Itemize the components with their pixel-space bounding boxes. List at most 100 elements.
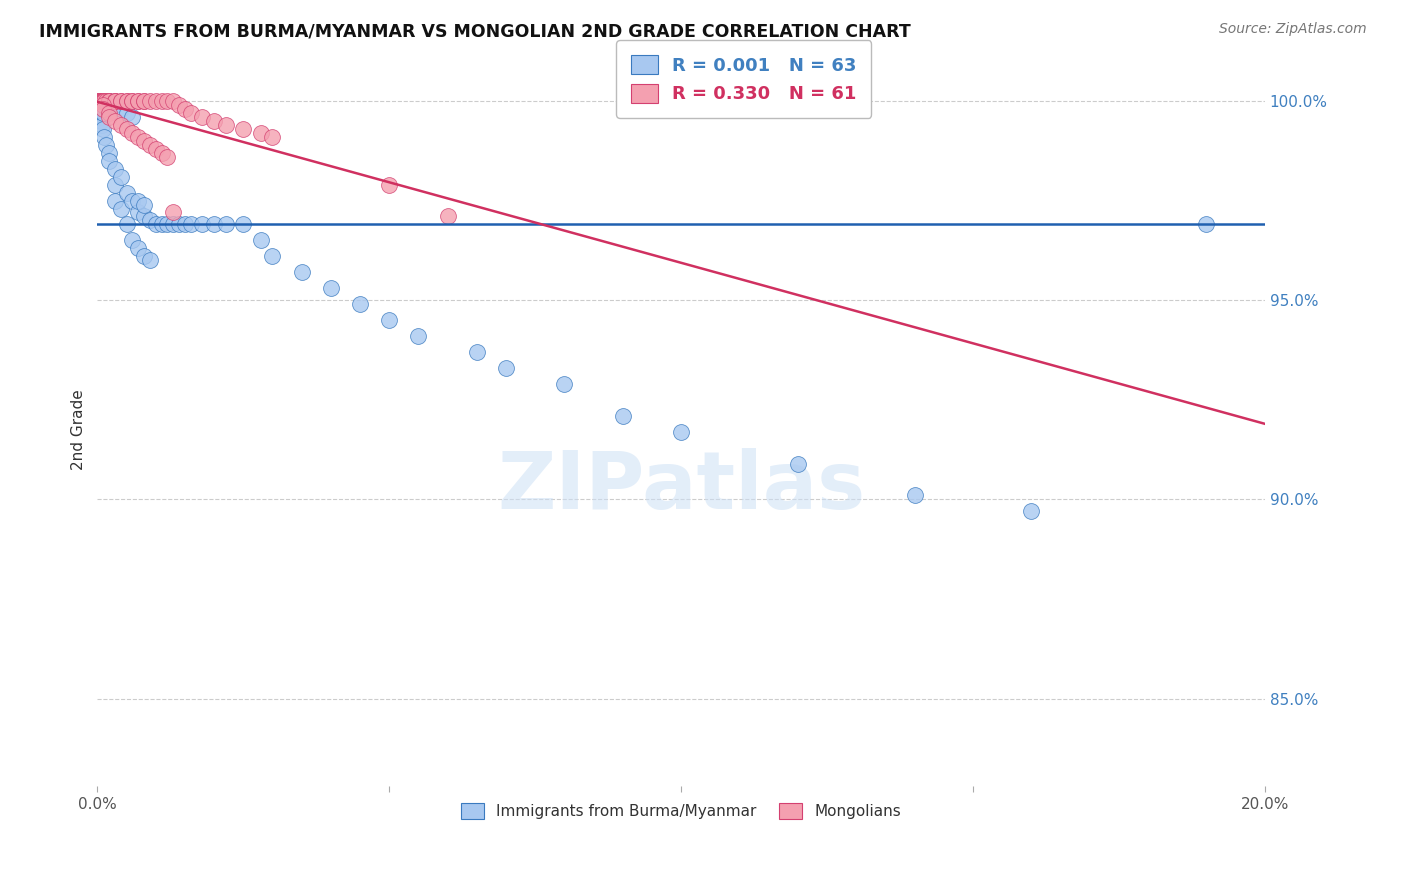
Point [378,178,401,192]
Point [104,94,127,108]
Point [91,94,114,108]
Point [127,94,149,108]
Point [115,94,138,108]
Point [115,121,138,136]
Point [110,94,132,108]
Point [127,205,149,219]
Text: Source: ZipAtlas.com: Source: ZipAtlas.com [1219,22,1367,37]
Point [110,169,132,184]
Point [98,94,121,108]
Point [215,118,238,132]
Point [156,218,179,232]
Point [93,129,115,144]
Point [139,94,162,108]
Point [132,249,155,263]
Point [132,94,155,108]
Point [132,197,155,211]
Point [262,249,284,263]
Point [91,121,114,136]
Point [145,218,167,232]
Point [115,106,138,120]
Point [191,218,214,232]
Point [378,313,401,327]
Point [132,94,155,108]
Point [349,297,371,311]
Point [156,94,179,108]
Point [98,98,121,112]
Point [132,134,155,148]
Point [174,102,197,116]
Point [98,145,121,160]
Point [127,94,149,108]
Point [232,218,254,232]
Point [167,98,190,112]
Point [319,281,342,295]
Point [87,94,110,108]
Point [139,137,162,152]
Point [91,118,114,132]
Point [121,94,143,108]
Point [104,161,127,176]
Point [249,233,271,247]
Point [495,360,517,375]
Point [121,126,143,140]
Legend: Immigrants from Burma/Myanmar, Mongolians: Immigrants from Burma/Myanmar, Mongolian… [454,797,907,825]
Point [436,210,458,224]
Point [1195,218,1218,232]
Point [98,110,121,124]
Point [202,218,225,232]
Point [90,110,112,124]
Point [90,113,112,128]
Point [174,218,197,232]
Point [139,253,162,268]
Point [91,106,114,120]
Point [98,94,121,108]
Point [1021,504,1043,518]
Point [150,145,173,160]
Point [121,94,143,108]
Point [90,94,112,108]
Point [139,213,162,227]
Point [104,94,127,108]
Point [180,106,202,120]
Point [93,94,115,108]
Point [465,345,488,359]
Point [87,102,110,116]
Point [132,210,155,224]
Point [553,376,575,391]
Point [167,218,190,232]
Point [104,113,127,128]
Point [145,142,167,156]
Point [91,98,114,112]
Point [87,94,110,108]
Point [115,218,138,232]
Point [91,94,114,108]
Point [104,98,127,112]
Point [904,488,927,502]
Point [94,94,117,108]
Y-axis label: 2nd Grade: 2nd Grade [72,389,86,470]
Point [87,98,110,112]
Point [786,457,808,471]
Point [202,113,225,128]
Point [89,94,111,108]
Point [98,153,121,168]
Point [191,110,214,124]
Point [162,94,184,108]
Point [145,94,167,108]
Point [127,241,149,255]
Point [89,102,111,116]
Point [150,218,173,232]
Point [612,409,634,423]
Point [115,186,138,200]
Point [104,178,127,192]
Point [104,94,127,108]
Point [87,94,110,108]
Point [115,94,138,108]
Point [127,129,149,144]
Point [110,202,132,216]
Point [91,94,114,108]
Text: ZIPatlas: ZIPatlas [496,448,865,525]
Point [162,218,184,232]
Point [291,265,314,279]
